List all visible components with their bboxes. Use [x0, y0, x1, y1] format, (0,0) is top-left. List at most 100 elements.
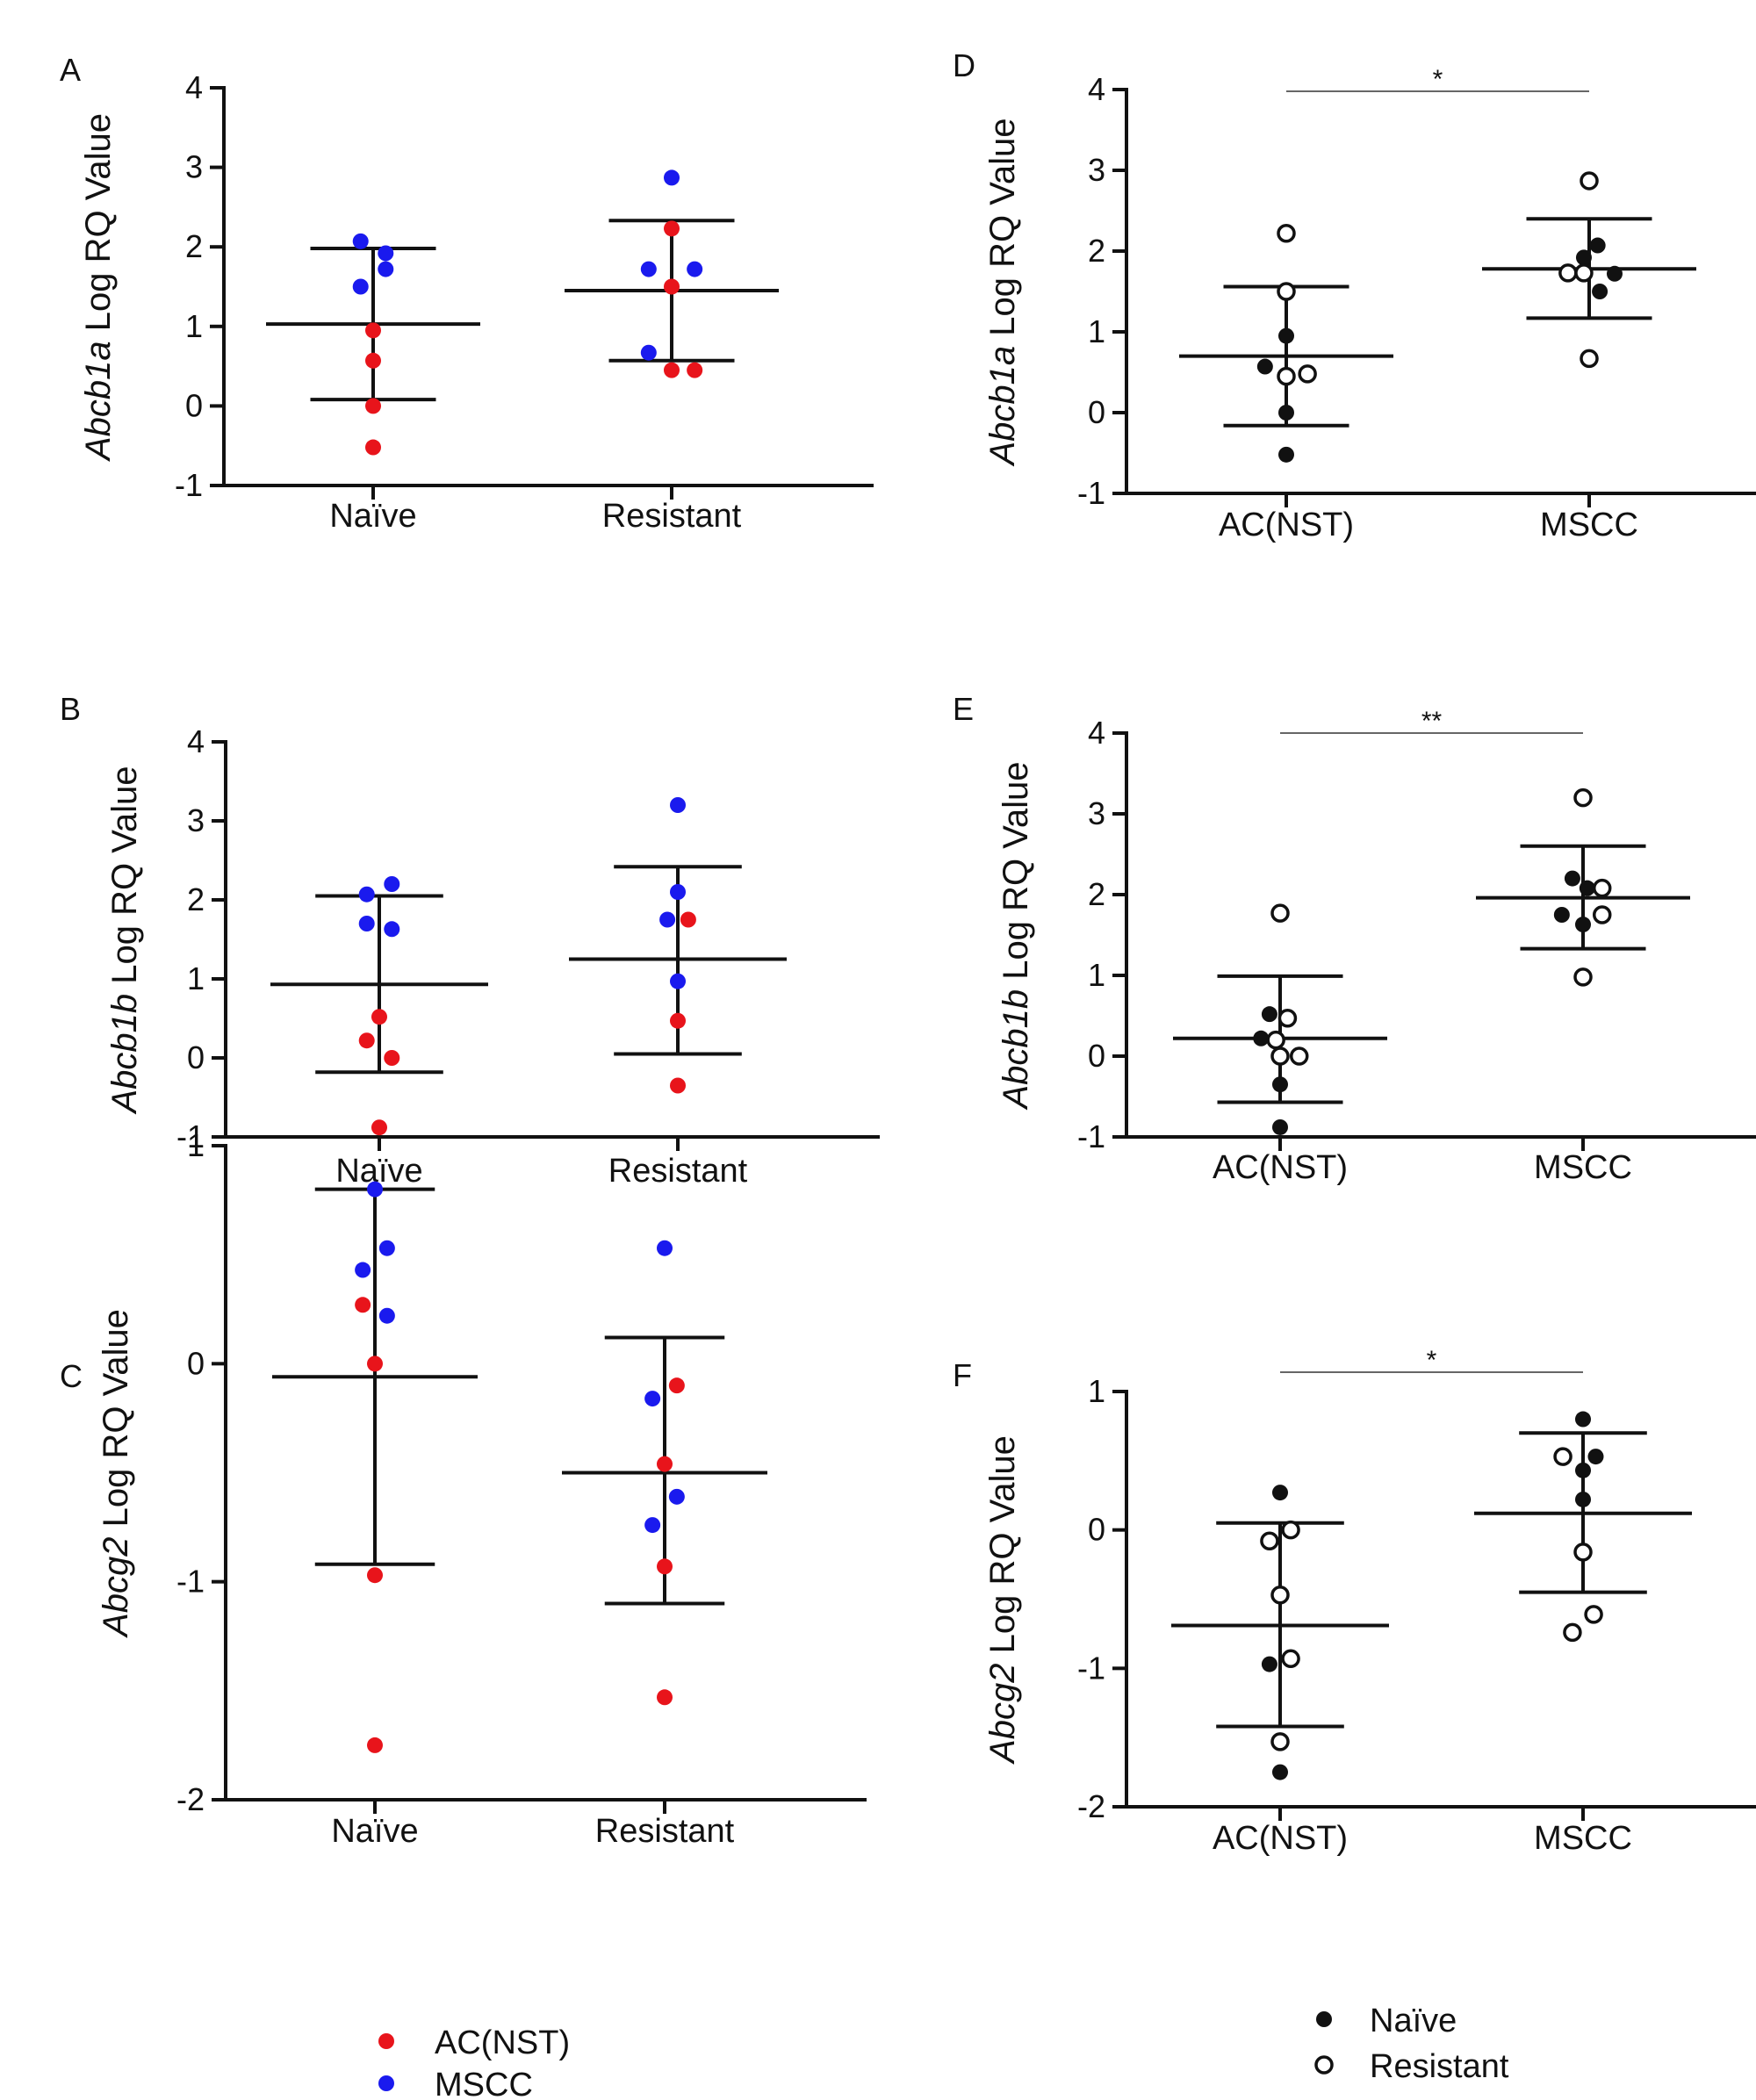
data-point — [1580, 349, 1599, 369]
data-point — [358, 886, 375, 903]
data-point — [1575, 1411, 1591, 1428]
x-tick-label: Naïve — [329, 498, 416, 535]
y-tick-label: -2 — [1077, 1788, 1105, 1824]
data-point — [664, 220, 680, 237]
data-point — [378, 1307, 395, 1324]
y-axis-label: Abcg2 Log RQ Value — [97, 1309, 135, 1638]
x-tick-label: AC(NST) — [1213, 1820, 1348, 1857]
data-point — [1278, 327, 1294, 344]
legend-marker — [1316, 2011, 1332, 2027]
data-point — [352, 233, 369, 249]
data-point — [664, 362, 680, 378]
data-point — [1573, 967, 1593, 987]
data-point — [1575, 1462, 1591, 1478]
x-tick-label: MSCC — [1534, 1149, 1632, 1186]
y-tick-label: 3 — [1088, 152, 1105, 188]
data-point — [1278, 405, 1294, 421]
y-tick-label: 1 — [1088, 957, 1105, 993]
data-point — [367, 1737, 383, 1753]
y-tick-label: 4 — [1088, 715, 1105, 751]
data-point — [657, 1456, 673, 1472]
data-point — [358, 916, 375, 931]
data-point — [1563, 1622, 1582, 1643]
data-point — [1575, 917, 1591, 933]
y-tick-label: 2 — [1088, 233, 1105, 269]
data-point — [1253, 1030, 1270, 1046]
y-tick-label: 0 — [187, 1039, 205, 1075]
x-tick-label: AC(NST) — [1219, 507, 1354, 543]
x-tick-label: MSCC — [1534, 1820, 1632, 1857]
data-point — [687, 261, 703, 277]
x-tick-label: AC(NST) — [1213, 1149, 1348, 1186]
data-point — [1278, 446, 1294, 463]
data-point — [670, 1077, 686, 1094]
data-point — [657, 1689, 673, 1706]
panel-label: F — [953, 1357, 972, 1393]
data-point — [670, 884, 686, 900]
y-tick-label: 0 — [185, 387, 203, 423]
data-point — [1277, 282, 1296, 301]
y-tick-label: 2 — [185, 228, 203, 264]
data-point — [640, 261, 657, 277]
y-tick-label: 3 — [187, 802, 205, 838]
data-point — [1281, 1520, 1300, 1540]
data-point — [1592, 284, 1608, 299]
y-tick-label: 0 — [1088, 1038, 1105, 1074]
y-tick-label: 2 — [187, 881, 205, 917]
data-point — [1592, 905, 1612, 924]
panel-label: B — [60, 691, 81, 727]
data-point — [1277, 366, 1296, 386]
data-point — [640, 344, 657, 361]
data-point — [1261, 1656, 1277, 1672]
y-tick-label: 0 — [187, 1345, 205, 1381]
data-point — [1573, 788, 1593, 808]
data-point — [1558, 263, 1578, 283]
data-point — [1574, 263, 1594, 283]
x-tick-label: Resistant — [595, 1813, 735, 1850]
data-point — [378, 245, 394, 262]
data-point — [1272, 1485, 1288, 1501]
x-tick-label: Resistant — [608, 1153, 748, 1190]
panel-label: D — [953, 47, 975, 83]
data-point — [1270, 1586, 1290, 1605]
data-point — [365, 439, 381, 456]
data-point — [668, 1488, 685, 1505]
data-point — [1573, 1543, 1593, 1562]
significance-stars: * — [1427, 1346, 1437, 1375]
data-point — [1277, 224, 1296, 243]
panel-a: A -1 0 1 2 3 4 Naïve Resistant Abcb1a Log RQ Valu… — [60, 52, 874, 535]
data-point — [1298, 364, 1317, 384]
data-point — [1575, 1491, 1591, 1507]
y-axis-label: Abcb1b Log RQ Value — [105, 766, 144, 1114]
data-point — [378, 261, 394, 277]
x-tick-label: Resistant — [602, 498, 742, 535]
y-axis-label: Abcb1b Log RQ Value — [997, 761, 1035, 1110]
legend-marker — [378, 2075, 394, 2091]
data-point — [670, 797, 686, 813]
legend-label: Naïve — [1370, 2003, 1457, 2039]
data-point — [1589, 237, 1606, 254]
significance-stars: * — [1433, 65, 1443, 94]
y-tick-label: -1 — [1077, 1118, 1105, 1154]
legend-left: AC(NST) MSCC — [378, 2024, 570, 2100]
y-tick-label: 1 — [185, 308, 203, 344]
data-point — [1272, 1076, 1288, 1093]
x-tick-label: MSCC — [1540, 507, 1638, 543]
data-point — [644, 1391, 661, 1407]
data-point — [367, 1181, 383, 1197]
y-tick-label: 1 — [1088, 1373, 1105, 1409]
significance-stars: ** — [1421, 707, 1443, 736]
y-tick-label: -1 — [1077, 1650, 1105, 1686]
data-point — [371, 1119, 387, 1136]
data-point — [1272, 1118, 1288, 1135]
data-point — [1579, 880, 1595, 896]
data-point — [664, 169, 680, 186]
y-tick-label: -1 — [1077, 475, 1105, 511]
data-point — [384, 876, 400, 892]
y-tick-label: 1 — [1088, 313, 1105, 349]
data-point — [1270, 1732, 1290, 1751]
legend-right: Naïve Resistant — [1314, 2003, 1509, 2085]
data-point — [1575, 249, 1592, 266]
